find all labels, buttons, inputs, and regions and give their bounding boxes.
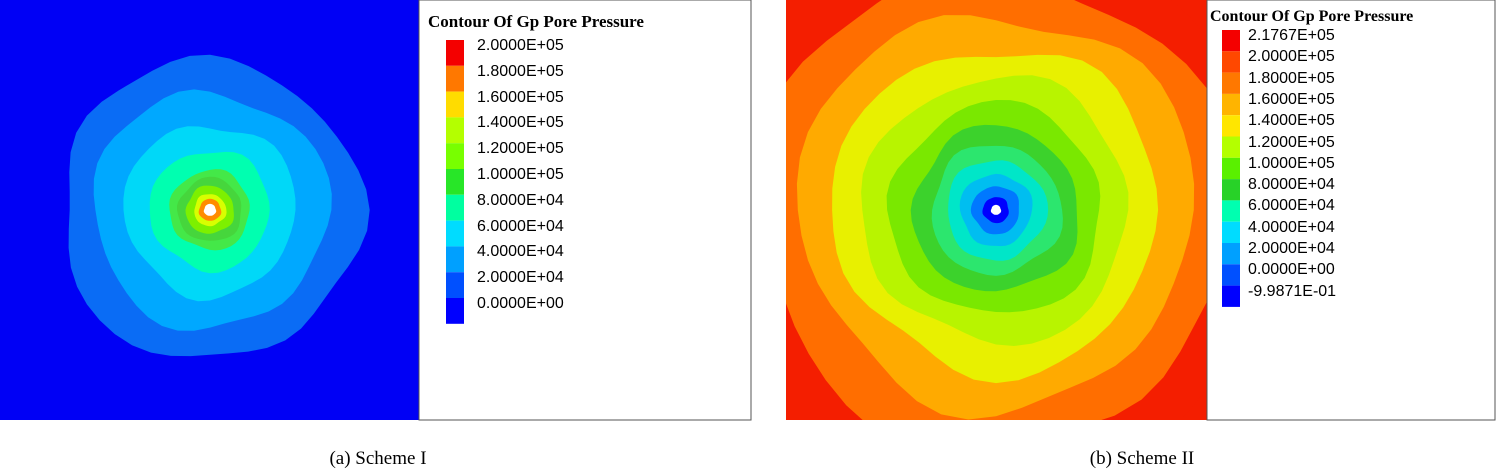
legend-label-1: 2.1767E+05 <box>1248 27 1335 44</box>
legend-label-1: 2.0000E+05 <box>477 37 564 54</box>
legend-label-8: 6.0000E+04 <box>477 217 564 235</box>
legend-swatch-11 <box>446 298 464 324</box>
legend-swatches <box>446 40 464 324</box>
panel-scheme-2: Contour Of Gp Pore Pressure 2.1767E+05 2.… <box>786 0 1500 474</box>
legend-swatch-10 <box>446 272 464 298</box>
legend-swatch-10 <box>1222 221 1240 243</box>
legend-swatch-8 <box>1222 179 1240 201</box>
caption-scheme-1: (a) Scheme I <box>329 448 427 469</box>
legend-swatch-4 <box>446 117 464 144</box>
contour-plot-scheme-1 <box>0 0 752 421</box>
legend-label-6: 1.0000E+05 <box>477 166 564 183</box>
legend-label-8: 8.0000E+04 <box>1248 176 1335 194</box>
legend-label-12: 0.0000E+00 <box>1248 261 1335 279</box>
contour-band-11 <box>203 203 217 216</box>
legend-label-2: 2.0000E+05 <box>1248 48 1335 66</box>
legend-swatches <box>1222 30 1240 307</box>
legend-label-9: 4.0000E+04 <box>477 243 564 261</box>
legend-label-3: 1.8000E+05 <box>1248 69 1335 87</box>
legend-label-3: 1.6000E+05 <box>477 88 564 106</box>
legend-box <box>1206 0 1496 421</box>
contour-plot-scheme-2 <box>786 0 1496 421</box>
legend-box <box>418 0 752 421</box>
legend-swatch-6 <box>1222 136 1240 158</box>
legend-label-6: 1.2000E+05 <box>1248 133 1335 151</box>
legend-label-9: 6.0000E+04 <box>1248 197 1335 215</box>
legend-swatch-8 <box>446 220 464 247</box>
legend-label-11: 2.0000E+04 <box>1248 240 1335 257</box>
legend-swatch-6 <box>446 169 464 195</box>
legend-swatch-2 <box>1222 51 1240 73</box>
legend-label-4: 1.6000E+05 <box>1248 90 1335 108</box>
contour-rings <box>33 30 395 381</box>
legend-label-11: 0.0000E+00 <box>477 295 564 312</box>
legend-label-4: 1.4000E+05 <box>477 114 564 132</box>
caption-scheme-2: (b) Scheme II <box>1089 448 1195 469</box>
legend-swatch-4 <box>1222 93 1240 116</box>
legend-label-5: 1.4000E+05 <box>1248 112 1335 130</box>
legend-swatch-2 <box>446 65 464 92</box>
legend-swatch-11 <box>1222 243 1240 265</box>
legend-swatch-9 <box>1222 200 1240 222</box>
legend-label-7: 1.0000E+05 <box>1248 154 1335 172</box>
legend-swatch-5 <box>1222 115 1240 137</box>
legend-label-5: 1.2000E+05 <box>477 140 564 158</box>
legend-swatch-1 <box>446 40 464 66</box>
legend-swatch-3 <box>446 91 464 118</box>
panel-scheme-1: Contour Of Gp Pore Pressure 2.0000E+05 1.… <box>0 0 752 469</box>
legend-title: Contour Of Gp Pore Pressure <box>1210 8 1414 25</box>
legend-swatch-13 <box>1222 285 1240 307</box>
legend-title: Contour Of Gp Pore Pressure <box>428 12 644 31</box>
legend-label-10: 2.0000E+04 <box>477 269 564 287</box>
legend-swatch-12 <box>1222 264 1240 286</box>
legend-swatch-1 <box>1222 30 1240 52</box>
legend-swatch-5 <box>446 143 464 169</box>
legend-label-7: 8.0000E+04 <box>477 191 564 209</box>
legend-swatch-3 <box>1222 72 1240 94</box>
contour-band-13 <box>990 204 1002 215</box>
legend-swatch-9 <box>446 246 464 273</box>
legend-swatch-7 <box>446 194 464 221</box>
legend-swatch-7 <box>1222 157 1240 180</box>
contour-rings <box>786 0 1207 420</box>
legend-label-13: -9.9871E-01 <box>1248 282 1337 300</box>
legend-label-10: 4.0000E+04 <box>1248 218 1335 236</box>
legend-label-2: 1.8000E+05 <box>477 62 564 80</box>
